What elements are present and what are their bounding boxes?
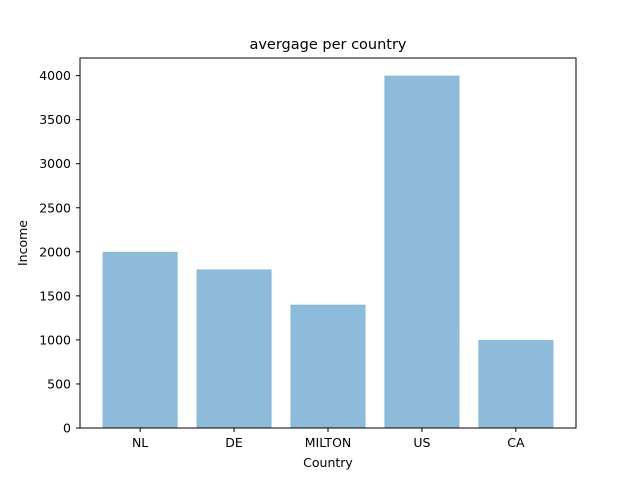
plot-frame (79, 57, 577, 429)
y-tick-label-3500: 3500 (39, 112, 71, 127)
bar-ca (478, 339, 554, 428)
bar-us (384, 75, 460, 429)
x-tick-label-nl: NL (132, 435, 148, 450)
y-tick-label-2000: 2000 (39, 244, 71, 259)
ticks-group: NL DE MILTON US CA 0 500 1000 1500 2000 2500 3000 35… (39, 68, 525, 450)
x-tick-label-ca: CA (507, 435, 525, 450)
y-tick-label-1500: 1500 (39, 288, 71, 303)
x-axis-label: Country (303, 455, 353, 470)
x-tick-label-milton: MILTON (305, 435, 352, 450)
chart-title: avergage per country (249, 37, 406, 53)
y-tick-label-1000: 1000 (39, 332, 71, 347)
x-tick-label-de: DE (225, 435, 243, 450)
y-axis-label: Income (15, 220, 30, 266)
bar-de (196, 269, 272, 428)
bars-group (102, 75, 554, 429)
bar-nl (102, 251, 178, 428)
y-tick-label-2500: 2500 (39, 200, 71, 215)
bar-milton (290, 304, 366, 428)
y-tick-label-3000: 3000 (39, 156, 71, 171)
x-tick-label-us: US (413, 435, 430, 450)
y-tick-label-500: 500 (47, 376, 71, 391)
y-tick-label-0: 0 (63, 421, 71, 436)
y-tick-label-4000: 4000 (39, 68, 71, 83)
